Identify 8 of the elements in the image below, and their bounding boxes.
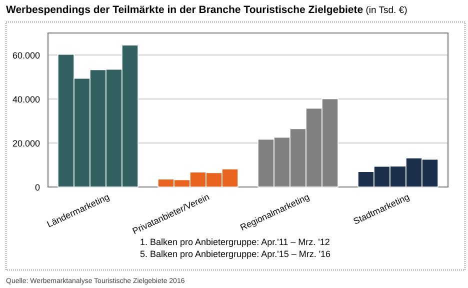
y-tick-label: 40.000 [12, 94, 40, 104]
y-tick-label: 60.000 [12, 50, 40, 60]
chart-subtitle: (in Tsd. €) [363, 5, 408, 16]
chart-title: Werbespendings der Teilmärkte in der Branche Touristische Zielgebiete [6, 4, 364, 16]
y-tick-label: 0 [34, 182, 40, 192]
text: 5. Balken pro Anbietergruppe: Apr.'15 – Mrz. '16 [140, 249, 331, 259]
y-tick-label: 20.000 [12, 138, 40, 148]
text: 1. Balken pro Anbietergruppe: Apr.'11 – Mrz. '12 [140, 237, 330, 247]
